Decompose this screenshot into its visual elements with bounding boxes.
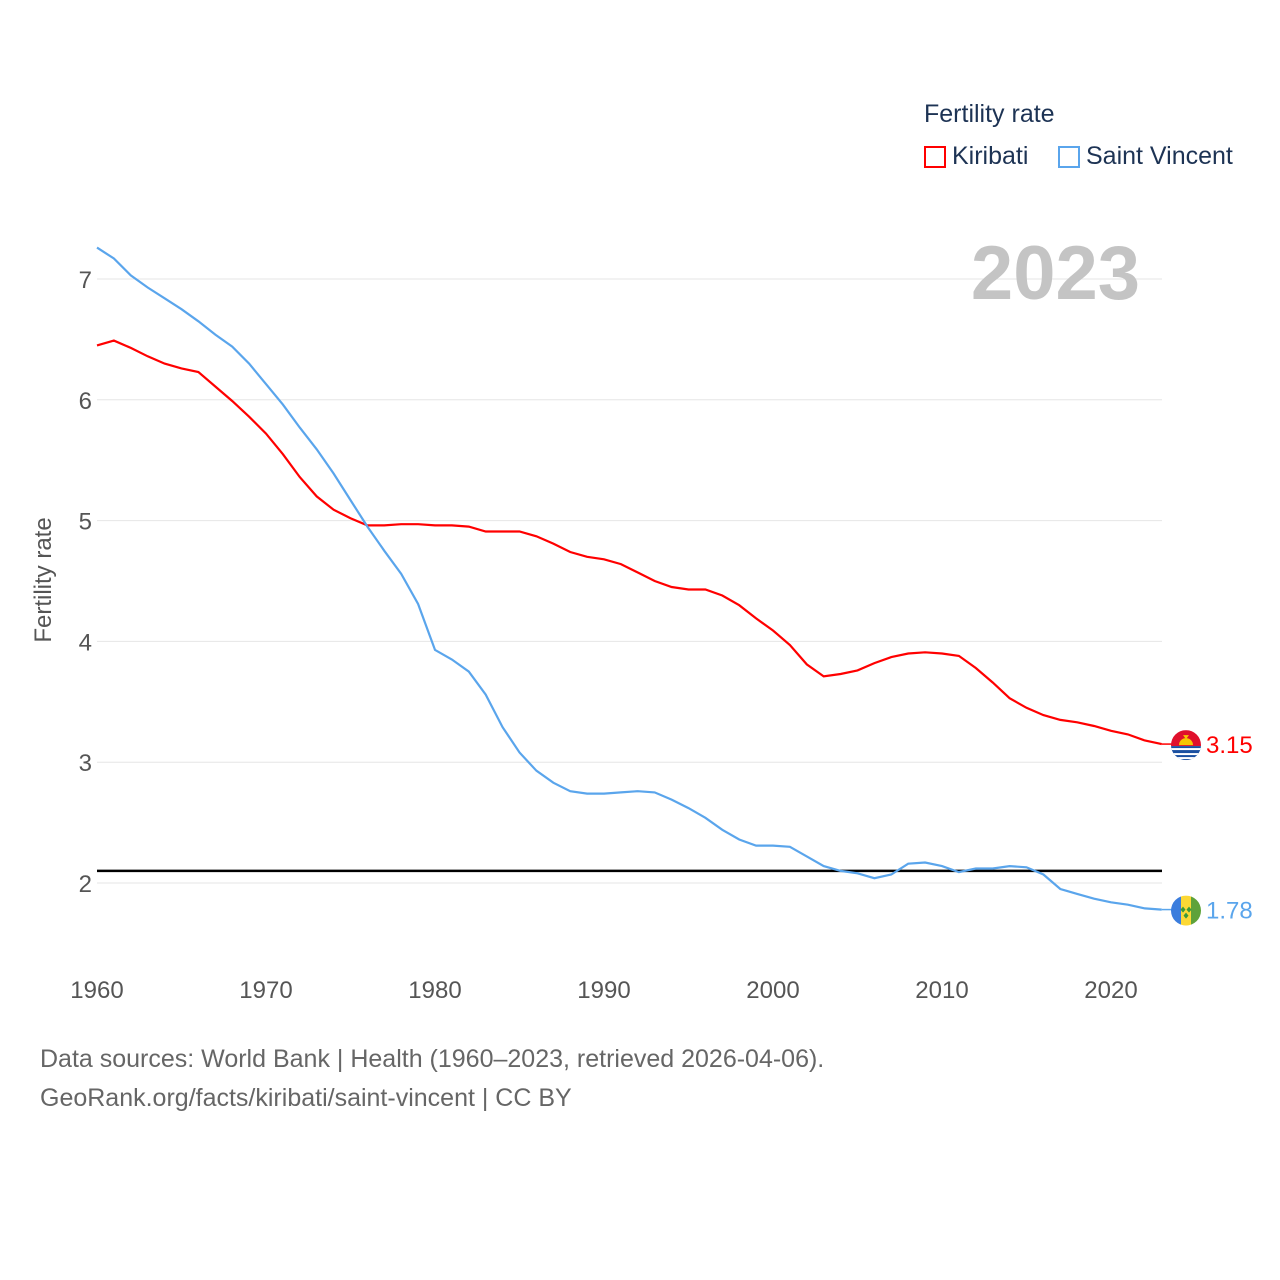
- data-source-text: Data sources: World Bank | Health (1960–…: [40, 1045, 825, 1073]
- y-tick-label: 5: [79, 509, 92, 536]
- end-value-label: 1.78: [1206, 898, 1253, 925]
- legend-swatch: [1058, 145, 1080, 168]
- x-tick-label: 1990: [577, 977, 630, 1004]
- y-tick-label: 3: [79, 750, 92, 777]
- series-line-kiribati: [96, 339, 1162, 746]
- x-tick-label: 1980: [408, 977, 461, 1004]
- legend-label: Saint Vincent: [1086, 142, 1233, 170]
- series-line-saint-vincent: [96, 246, 1162, 911]
- saint-vincent-flag-icon: [1171, 895, 1201, 926]
- source-url-text: GeoRank.org/facts/kiribati/saint-vincent…: [40, 1084, 572, 1112]
- current-year-label: 2023: [971, 231, 1140, 316]
- y-tick-label: 2: [79, 871, 92, 898]
- y-tick-label: 4: [79, 629, 92, 656]
- x-tick-label: 2020: [1084, 977, 1137, 1004]
- y-tick-label: 7: [79, 267, 92, 294]
- legend-item-kiribati[interactable]: Kiribati: [924, 142, 1028, 171]
- y-axis-label: Fertility rate: [30, 517, 57, 642]
- legend-label: Kiribati: [952, 142, 1029, 170]
- x-tick-label: 1970: [239, 977, 292, 1004]
- legend-swatch: [924, 145, 946, 168]
- legend-item-saint-vincent[interactable]: Saint Vincent: [1058, 142, 1233, 171]
- legend-title: Fertility rate: [924, 100, 1055, 128]
- y-tick-label: 6: [79, 388, 92, 415]
- x-tick-label: 1960: [70, 977, 123, 1004]
- kiribati-flag-icon: [1171, 730, 1201, 761]
- end-value-label: 3.15: [1206, 732, 1253, 759]
- x-tick-label: 2010: [915, 977, 968, 1004]
- x-tick-label: 2000: [746, 977, 799, 1004]
